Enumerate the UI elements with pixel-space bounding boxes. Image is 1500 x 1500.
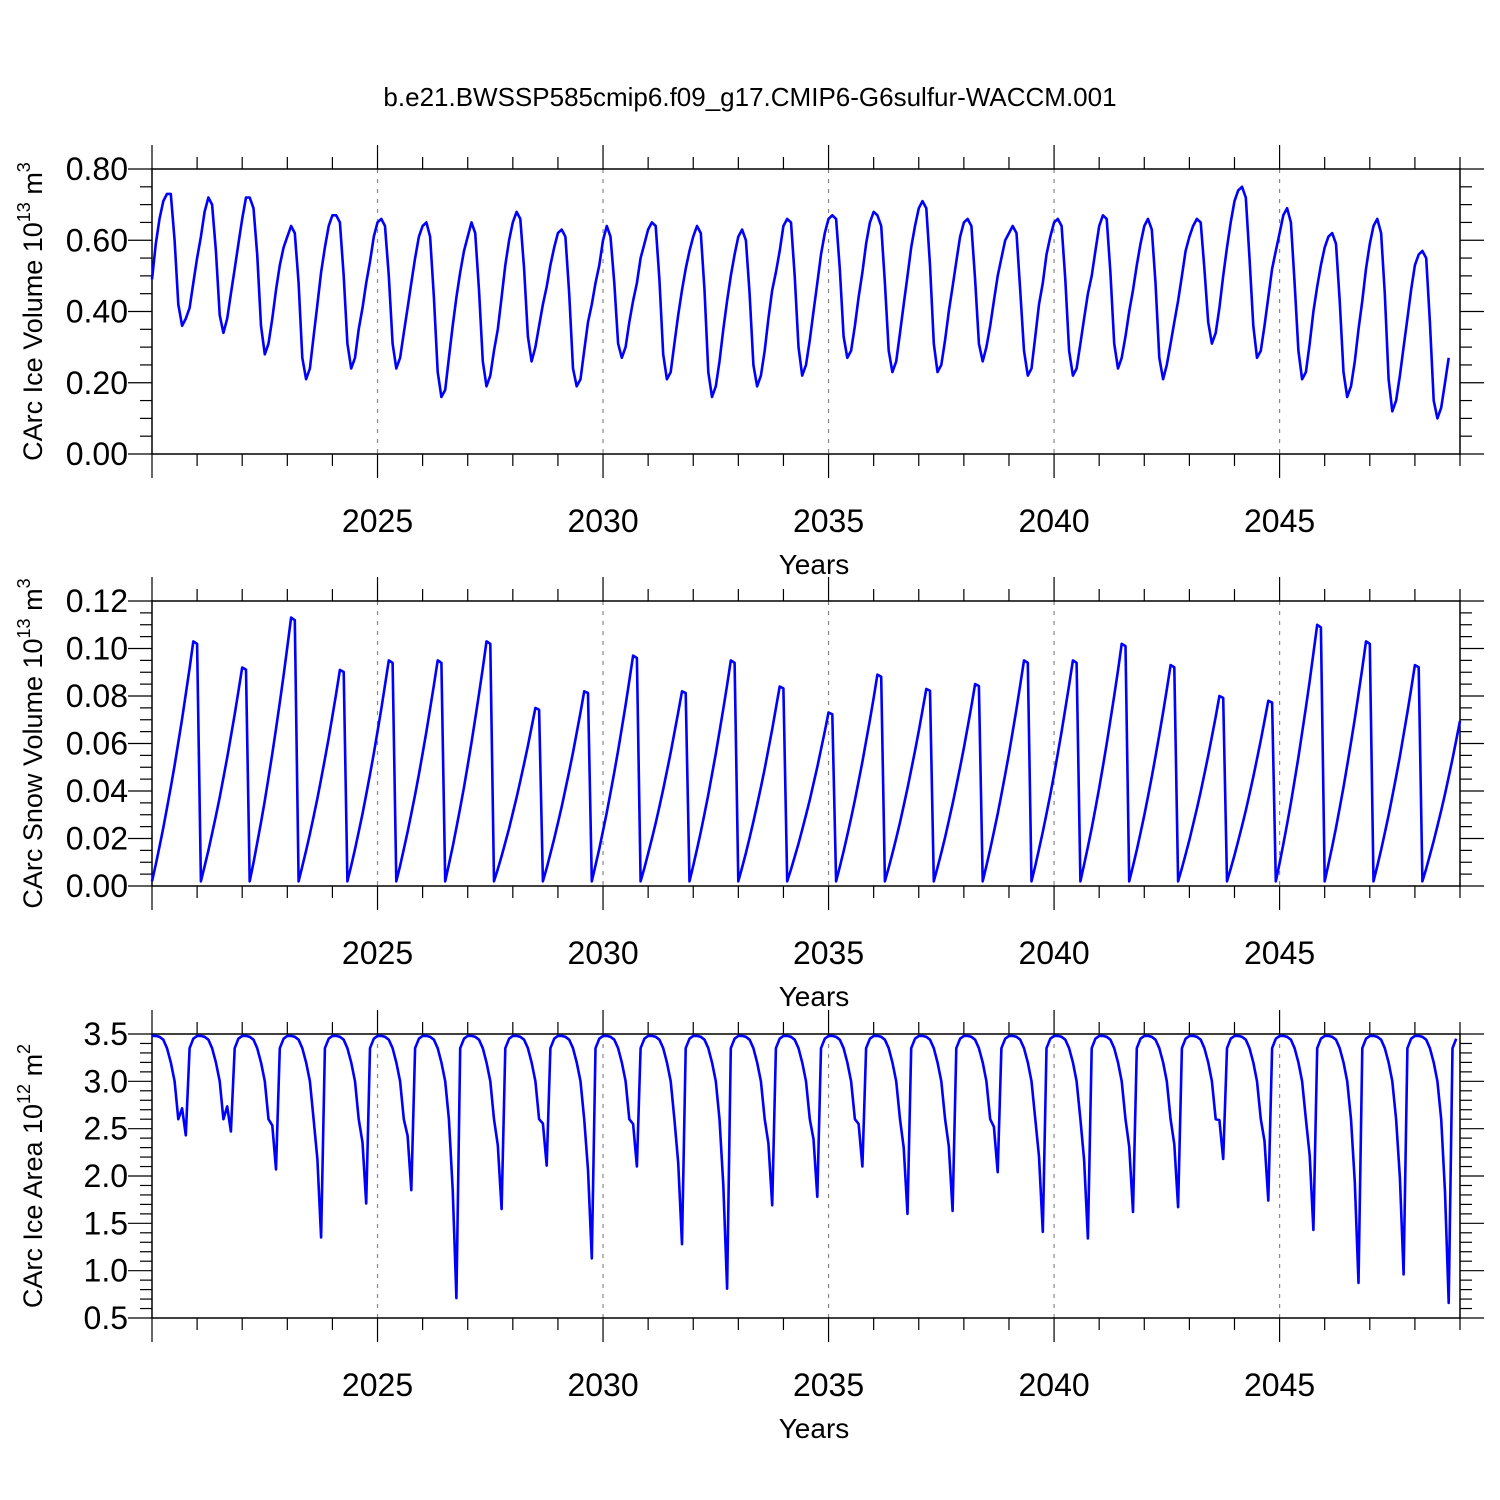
- y-tick-label: 0.00: [66, 436, 128, 472]
- y-tick-label: 0.00: [66, 868, 128, 904]
- y-tick-label: 1.5: [84, 1205, 128, 1241]
- x-tick-label: 2030: [567, 1367, 638, 1403]
- x-tick-label: 2025: [342, 1367, 413, 1403]
- x-tick-label: 2045: [1244, 935, 1315, 971]
- x-tick-label: 2030: [567, 503, 638, 539]
- y-tick-label: 0.02: [66, 821, 128, 857]
- x-tick-label: 2035: [793, 935, 864, 971]
- x-tick-label: 2025: [342, 935, 413, 971]
- y-axis-label-unit-exponent: 3: [14, 578, 34, 588]
- y-axis-label-unit-exponent: 3: [14, 162, 34, 172]
- x-tick-label: 2030: [567, 935, 638, 971]
- series-line-1: [152, 1034, 1458, 1305]
- y-axis-label-text: CArc Ice Volume 10: [18, 222, 48, 461]
- y-tick-label: 0.04: [66, 773, 128, 809]
- y-axis-label: CArc Snow Volume 1013 m3: [14, 578, 48, 908]
- x-tick-label: 2035: [793, 503, 864, 539]
- series-line-1: [150, 616, 1462, 883]
- chart-panel-2: 0.00 0.02 0.04 0.06 0.08 0.10 0.12 2025 2030 2035…: [14, 577, 1484, 1012]
- y-tick-label: 0.80: [66, 151, 128, 187]
- y-axis-label-text: CArc Snow Volume 10: [18, 638, 48, 908]
- x-axis-label: Years: [779, 1413, 850, 1444]
- x-tick-label: 2040: [1018, 935, 1089, 971]
- plot-frame: [151, 600, 1461, 887]
- x-tick-label: 2045: [1244, 1367, 1315, 1403]
- y-axis-label-unit: m: [18, 172, 48, 202]
- y-tick-label: 2.5: [84, 1111, 128, 1147]
- y-tick-label: 0.60: [66, 222, 128, 258]
- y-tick-label: 2.0: [84, 1158, 128, 1194]
- x-tick-label: 2045: [1244, 503, 1315, 539]
- y-axis-label: CArc Ice Area 1012 m2: [14, 1044, 48, 1308]
- y-tick-label: 0.10: [66, 631, 128, 667]
- y-axis-label-unit: m: [18, 588, 48, 618]
- chart-panel-1: 0.00 0.20 0.40 0.60 0.80 2025 2030 2035 2040 2045…: [14, 145, 1484, 580]
- y-tick-label: 3.5: [84, 1016, 128, 1052]
- y-tick-label: 0.08: [66, 678, 128, 714]
- x-tick-label: 2040: [1018, 1367, 1089, 1403]
- x-tick-label: 2040: [1018, 503, 1089, 539]
- series-line-1: [150, 185, 1450, 420]
- y-tick-label: 0.40: [66, 294, 128, 330]
- figure-title: b.e21.BWSSP585cmip6.f09_g17.CMIP6-G6sulf…: [383, 82, 1116, 112]
- y-tick-label: 0.12: [66, 583, 128, 619]
- x-tick-label: 2035: [793, 1367, 864, 1403]
- y-axis-label-exponent: 13: [14, 202, 34, 222]
- y-axis-label-exponent: 12: [14, 1084, 34, 1104]
- x-axis-label: Years: [779, 981, 850, 1012]
- x-axis-label: Years: [779, 549, 850, 580]
- plot-frame: [151, 168, 1461, 455]
- y-axis-label-text: CArc Ice Area 10: [18, 1104, 48, 1308]
- y-axis-label-exponent: 13: [14, 618, 34, 638]
- y-axis-label-unit: m: [18, 1054, 48, 1084]
- y-tick-label: 1.0: [84, 1253, 128, 1289]
- y-tick-label: 3.0: [84, 1063, 128, 1099]
- y-axis-label-unit-exponent: 2: [14, 1044, 34, 1054]
- chart-panel-3: 0.5 1.0 1.5 2.0 2.5 3.0 3.5 2025 2030 2035 2040 204…: [14, 1010, 1484, 1444]
- y-tick-label: 0.5: [84, 1300, 128, 1336]
- x-tick-label: 2025: [342, 503, 413, 539]
- y-tick-label: 0.06: [66, 726, 128, 762]
- y-tick-label: 0.20: [66, 365, 128, 401]
- y-axis-label: CArc Ice Volume 1013 m3: [14, 162, 48, 461]
